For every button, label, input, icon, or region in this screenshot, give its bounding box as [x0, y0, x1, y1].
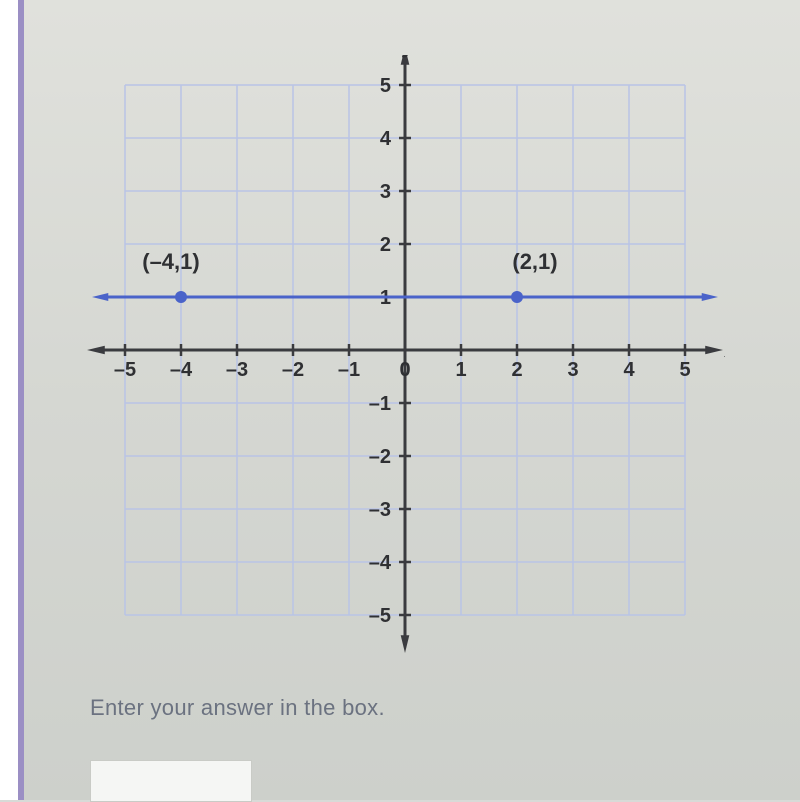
svg-text:3: 3 — [567, 359, 578, 381]
svg-text:–3: –3 — [369, 499, 391, 521]
svg-text:3: 3 — [380, 181, 391, 203]
svg-text:(–4,1): (–4,1) — [142, 249, 199, 274]
purple-accent-strip — [18, 0, 24, 800]
svg-text:5: 5 — [380, 75, 391, 97]
svg-text:y: y — [402, 55, 417, 58]
answer-input-box[interactable] — [90, 760, 252, 802]
svg-text:–2: –2 — [282, 359, 304, 381]
left-margin-strip — [0, 0, 18, 800]
svg-text:–5: –5 — [114, 359, 136, 381]
svg-text:–1: –1 — [338, 359, 360, 381]
svg-text:0: 0 — [399, 359, 410, 381]
svg-text:–4: –4 — [369, 552, 392, 574]
svg-text:–2: –2 — [369, 446, 391, 468]
coordinate-plane-chart: –5–4–3–2–1012345–5–4–3–2–112345yx(–4,1)(… — [85, 55, 725, 655]
svg-text:2: 2 — [511, 359, 522, 381]
answer-prompt-text: Enter your answer in the box. — [90, 695, 385, 721]
svg-text:–3: –3 — [226, 359, 248, 381]
svg-text:x: x — [724, 337, 725, 362]
svg-text:5: 5 — [679, 359, 690, 381]
svg-text:–1: –1 — [369, 393, 391, 415]
svg-text:–4: –4 — [170, 359, 193, 381]
svg-text:–5: –5 — [369, 605, 391, 627]
svg-text:2: 2 — [380, 234, 391, 256]
svg-text:4: 4 — [380, 128, 392, 150]
svg-text:4: 4 — [623, 359, 635, 381]
svg-text:1: 1 — [455, 359, 466, 381]
svg-text:(2,1): (2,1) — [512, 249, 557, 274]
